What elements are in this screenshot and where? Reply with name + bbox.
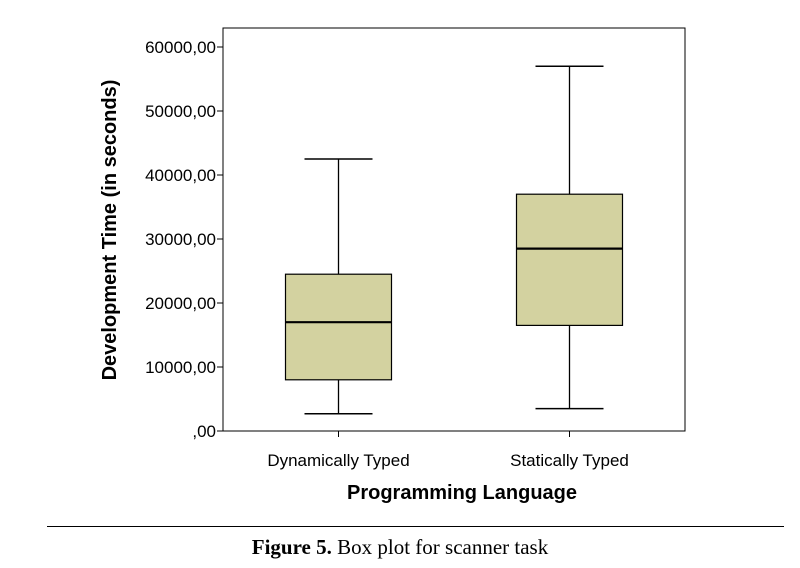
box-plot-chart: ,00 10000,00 20000,00 30000,00 40000,00 50000… <box>99 27 686 504</box>
y-tick-label: 20000,00 <box>145 294 216 313</box>
box-group <box>284 158 393 415</box>
box-group <box>515 65 624 410</box>
y-tick-label: 50000,00 <box>145 102 216 121</box>
figure-caption-text: Box plot for scanner task <box>331 535 549 559</box>
x-tick-label: Dynamically Typed <box>267 451 409 470</box>
y-tick-label: ,00 <box>192 422 216 441</box>
x-axis: Dynamically Typed Statically Typed <box>267 431 629 470</box>
x-tick-label: Statically Typed <box>510 451 629 470</box>
y-tick-label: 40000,00 <box>145 166 216 185</box>
y-tick-label: 30000,00 <box>145 230 216 249</box>
y-axis: ,00 10000,00 20000,00 30000,00 40000,00 50000… <box>145 38 223 441</box>
iqr-box <box>515 193 624 326</box>
figure-caption-label: Figure 5. <box>251 535 332 559</box>
y-axis-title: Development Time (in seconds) <box>99 80 121 381</box>
y-tick-label: 10000,00 <box>145 358 216 377</box>
x-axis-title: Programming Language <box>347 482 577 504</box>
y-tick-label: 60000,00 <box>145 38 216 57</box>
box-series <box>284 65 624 415</box>
caption-divider <box>47 526 784 527</box>
figure-caption: Figure 5. Box plot for scanner task <box>0 535 800 560</box>
plot-frame <box>222 27 686 432</box>
iqr-box <box>284 273 393 381</box>
